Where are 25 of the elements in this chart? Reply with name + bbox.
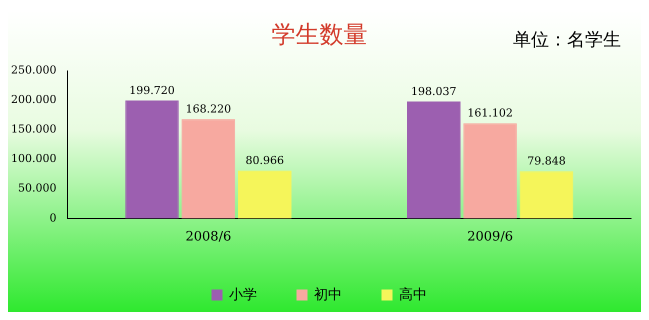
y-tick-label: 150.000	[10, 122, 56, 136]
legend-label: 初中	[314, 286, 342, 302]
y-tick-label: 50.000	[18, 182, 56, 195]
legend-label: 高中	[399, 286, 427, 302]
bar	[407, 101, 461, 218]
data-label: 198.037	[411, 84, 457, 98]
data-label: 161.102	[467, 106, 513, 120]
chart-title: 学生数量	[272, 20, 368, 49]
bar	[520, 171, 574, 218]
data-label: 80.966	[245, 154, 284, 167]
data-label: 79.848	[527, 154, 566, 168]
y-tick-label: 100.000	[10, 152, 56, 166]
bar	[463, 123, 517, 218]
x-tick-label: 2008/6	[185, 230, 232, 245]
data-label: 168.220	[186, 102, 232, 116]
text: 单位：名学生	[513, 30, 621, 51]
y-tick-label: 200.000	[10, 93, 56, 106]
data-label: 199.720	[129, 84, 175, 97]
bar	[125, 100, 179, 218]
legend-label: 小学	[229, 286, 257, 302]
x-tick-label: 2009/6	[467, 230, 513, 245]
bar	[238, 170, 292, 218]
y-tick-label: 250.000	[10, 64, 56, 77]
bar	[182, 119, 236, 218]
y-tick-label: 0	[49, 211, 56, 224]
